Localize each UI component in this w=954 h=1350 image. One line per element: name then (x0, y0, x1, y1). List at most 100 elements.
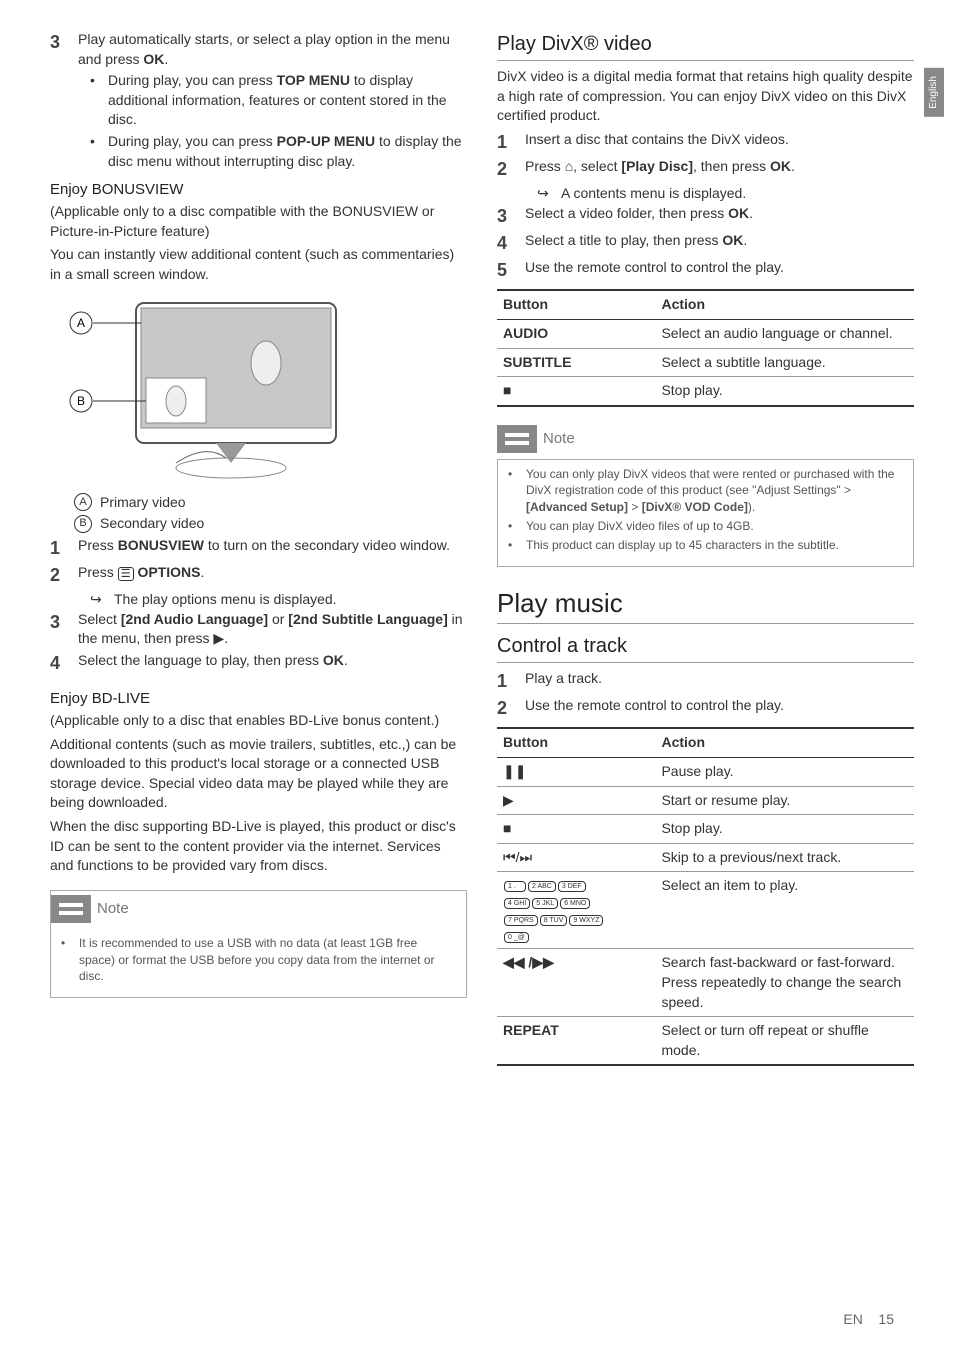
control-track-heading: Control a track (497, 632, 914, 663)
divx-step-5: 5 Use the remote control to control the … (497, 258, 914, 283)
text: Select (78, 611, 121, 627)
text: A contents menu is displayed. (561, 184, 746, 204)
home-icon: ⌂ (565, 158, 573, 174)
step-text: Select a title to play, then press OK. (525, 231, 914, 256)
options-icon: ☰ (118, 567, 134, 581)
step-text: Select a video folder, then press OK. (525, 204, 914, 229)
step-number: 1 (497, 669, 525, 694)
bv-step-1: 1 Press BONUSVIEW to turn on the seconda… (50, 536, 467, 561)
bv-step-4: 4 Select the language to play, then pres… (50, 651, 467, 676)
arrow-icon: ↪ (90, 590, 114, 610)
note-title: Note (543, 428, 575, 449)
text: During play, you can press TOP MENU to d… (108, 71, 467, 130)
table-row: REPEATSelect or turn off repeat or shuff… (497, 1017, 914, 1066)
col-button: Button (497, 728, 655, 757)
step-text: Press BONUSVIEW to turn on the secondary… (78, 536, 467, 561)
stop-icon: ■ (497, 815, 655, 844)
bonusview-label: BONUSVIEW (118, 537, 204, 553)
divx-heading: Play DivX® video (497, 30, 914, 61)
footer-page: 15 (878, 1311, 894, 1327)
secondary-video-label: Secondary video (100, 514, 204, 534)
step-number: 2 (497, 157, 525, 182)
table-row: ▶Start or resume play. (497, 786, 914, 815)
text: . (749, 205, 753, 221)
step-number: 1 (497, 130, 525, 155)
action-text: Select or turn off repeat or shuffle mod… (655, 1017, 914, 1066)
step-number: 3 (50, 610, 78, 649)
list-item: • This product can display up to 45 char… (508, 537, 903, 554)
divx-step2-result: ↪ A contents menu is displayed. (537, 184, 914, 204)
text: Select a video folder, then press (525, 205, 728, 221)
pause-icon: ❚❚ (497, 758, 655, 787)
second-audio-label: [2nd Audio Language] (121, 611, 268, 627)
bonusview-note: (Applicable only to a disc compatible wi… (50, 202, 467, 241)
button-label: SUBTITLE (497, 348, 655, 377)
note-body: • It is recommended to use a USB with no… (51, 929, 466, 997)
keypad-icon: 1 .2 ABC3 DEF4 GHI5 JKL6 MNO7 PQRS8 TUV9… (497, 872, 655, 949)
label-b: B Secondary video (74, 514, 467, 534)
play-icon: ▶ (497, 786, 655, 815)
col-action: Action (655, 290, 914, 319)
bv-step2-result: ↪ The play options menu is displayed. (90, 590, 467, 610)
text: , then press (693, 158, 770, 174)
col-action: Action (655, 728, 914, 757)
text: Press (78, 564, 118, 580)
bdlive-heading: Enjoy BD-LIVE (50, 688, 467, 709)
bdlive-note: (Applicable only to a disc that enables … (50, 711, 467, 731)
text: You can only play DivX videos that were … (526, 466, 903, 516)
search-icon: ◀◀ /▶▶ (497, 949, 655, 1017)
text: Play automatically starts, or select a p… (78, 31, 450, 67)
text: Select a title to play, then press (525, 232, 722, 248)
music-step-1: 1 Play a track. (497, 669, 914, 694)
bonusview-illustration: A B (66, 293, 467, 483)
divx-step-4: 4 Select a title to play, then press OK. (497, 231, 914, 256)
table-row: ■ Stop play. (497, 377, 914, 406)
repeat-label: REPEAT (497, 1017, 655, 1066)
action-text: Stop play. (655, 815, 914, 844)
table-row: SUBTITLE Select a subtitle language. (497, 348, 914, 377)
page-content: 3 Play automatically starts, or select a… (0, 0, 954, 1096)
step-text: Use the remote control to control the pl… (525, 696, 914, 721)
step-3: 3 Play automatically starts, or select a… (50, 30, 467, 69)
left-column: 3 Play automatically starts, or select a… (50, 30, 467, 1076)
music-step-2: 2 Use the remote control to control the … (497, 696, 914, 721)
bullet-icon: • (508, 466, 526, 516)
vod-code-label: [DivX® VOD Code] (642, 500, 748, 514)
text: You can only play DivX videos that were … (526, 467, 894, 498)
bdlive-desc1: Additional contents (such as movie trail… (50, 735, 467, 813)
divx-step-1: 1 Insert a disc that contains the DivX v… (497, 130, 914, 155)
action-text: Pause play. (655, 758, 914, 787)
action-text: Select an item to play. (655, 872, 914, 949)
language-side-tab: English (924, 68, 944, 117)
step3-bullets: • During play, you can press TOP MENU to… (90, 71, 467, 171)
step-text: Press ☰ OPTIONS. (78, 563, 467, 588)
list-item: • During play, you can press TOP MENU to… (90, 71, 467, 130)
play-disc-label: [Play Disc] (621, 158, 693, 174)
top-menu-label: TOP MENU (277, 72, 350, 88)
note-body: • You can only play DivX videos that wer… (497, 459, 914, 567)
bv-step-2: 2 Press ☰ OPTIONS. (50, 563, 467, 588)
popup-menu-label: POP-UP MENU (277, 133, 376, 149)
primary-video-label: Primary video (100, 493, 186, 513)
stop-icon: ■ (497, 377, 655, 406)
circle-b-icon: B (74, 515, 92, 533)
text: . (224, 630, 228, 646)
ok-label: OK (143, 51, 164, 67)
divx-desc: DivX video is a digital media format tha… (497, 67, 914, 126)
arrow-icon: ↪ (537, 184, 561, 204)
text: It is recommended to use a USB with no d… (79, 935, 456, 985)
divx-step-3: 3 Select a video folder, then press OK. (497, 204, 914, 229)
note-title: Note (97, 898, 129, 919)
music-button-table: Button Action ❚❚Pause play. ▶Start or re… (497, 727, 914, 1066)
svg-text:A: A (77, 316, 85, 330)
text: . (200, 564, 204, 580)
text: > (628, 500, 642, 514)
text: During play, you can press (108, 133, 277, 149)
table-header: Button Action (497, 290, 914, 319)
ok-label: OK (728, 205, 749, 221)
step-number: 2 (50, 563, 78, 588)
text: During play, you can press (108, 72, 277, 88)
text: This product can display up to 45 charac… (526, 537, 903, 554)
button-label: AUDIO (497, 319, 655, 348)
label-a: A Primary video (74, 493, 467, 513)
